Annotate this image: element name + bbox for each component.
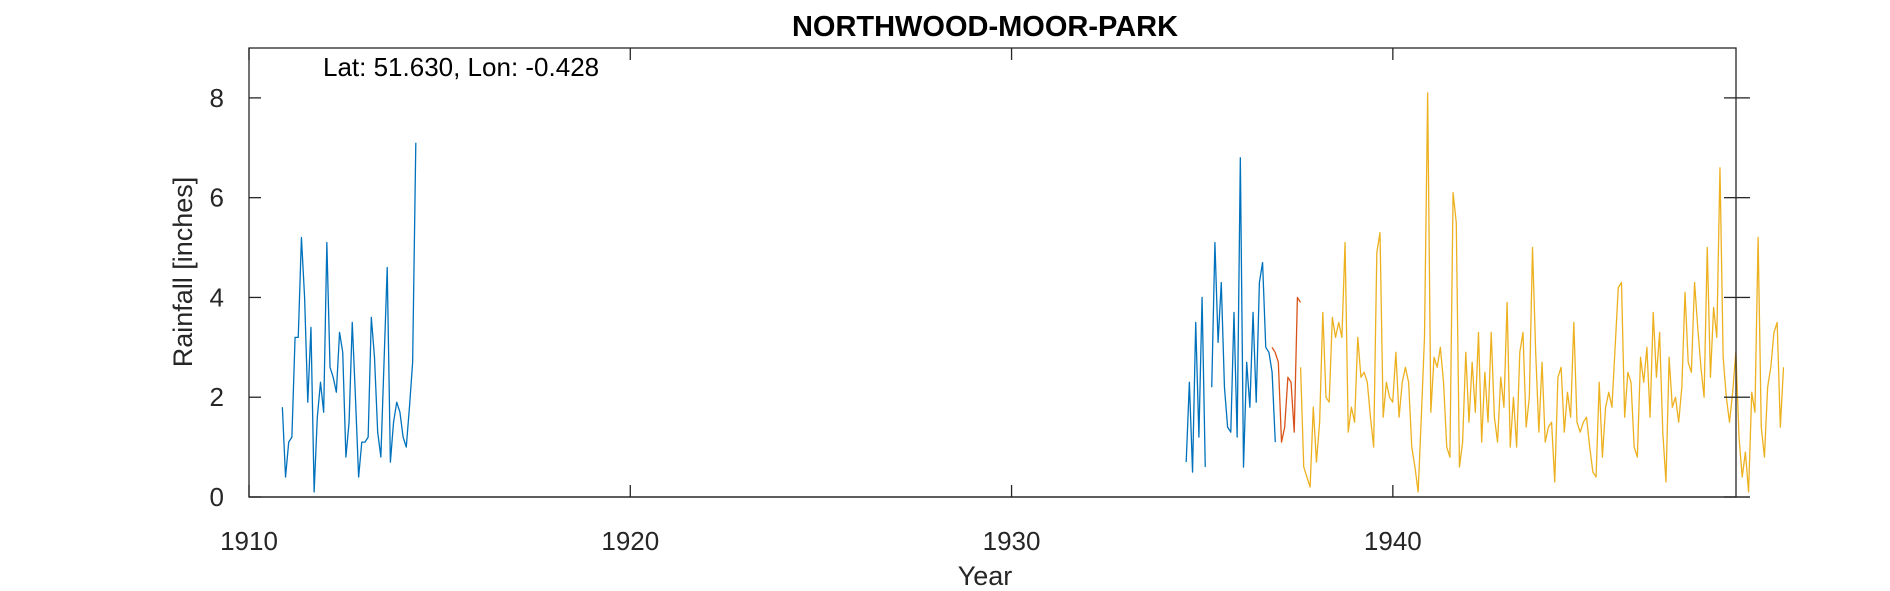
x-tick-label-1930: 1930 (983, 526, 1041, 556)
y-tick-label-4: 4 (210, 282, 224, 312)
data-layer (281, 92, 1785, 493)
y-tick-label-0: 0 (210, 482, 224, 512)
series-line-2 (1185, 296, 1206, 473)
x-ticks: 1910 1920 1930 1940 (220, 48, 1422, 556)
x-axis-label: Year (958, 561, 1013, 591)
x-tick-label-1920: 1920 (601, 526, 659, 556)
plot-box (248, 47, 1737, 498)
y-ticks: 0 2 4 6 8 (210, 83, 1750, 512)
series-line-1 (281, 142, 417, 493)
y-tick-label-6: 6 (210, 183, 224, 213)
y-axis-label: Rainfall [inches] (168, 177, 198, 368)
series-line-3 (1211, 157, 1276, 468)
series-line-5 (1299, 92, 1785, 493)
series-line-4 (1271, 296, 1302, 443)
x-tick-label-1940: 1940 (1364, 526, 1422, 556)
x-tick-label-1910: 1910 (220, 526, 278, 556)
y-tick-label-2: 2 (210, 382, 224, 412)
location-annotation: Lat: 51.630, Lon: -0.428 (323, 52, 599, 82)
chart-title: NORTHWOOD-MOOR-PARK (792, 11, 1178, 43)
y-tick-label-8: 8 (210, 83, 224, 113)
